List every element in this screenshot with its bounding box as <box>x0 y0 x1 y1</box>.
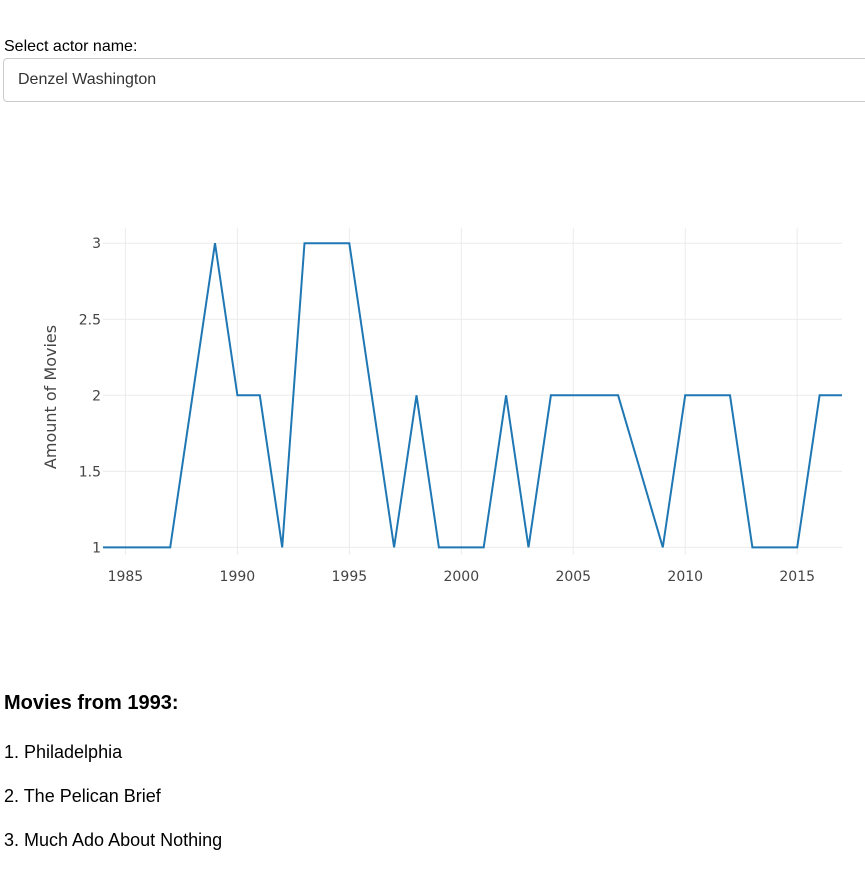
actor-select-label: Select actor name: <box>4 38 138 55</box>
x-tick-label: 1990 <box>220 569 256 585</box>
movies-heading: Movies from 1993: <box>4 692 179 714</box>
movie-item: 3. Much Ado About Nothing <box>4 830 223 850</box>
y-tick-labels: 1 1.5 2 2.5 3 <box>79 236 101 556</box>
movies-per-year-chart: 1985 1990 1995 2000 2005 2010 2015 1 1.5 2 2.5 3 A… <box>41 228 842 585</box>
x-tick-label: 2005 <box>555 569 591 585</box>
y-gridlines <box>103 242 842 548</box>
x-tick-label: 2010 <box>667 569 703 585</box>
y-tick-label: 1.5 <box>79 464 101 480</box>
movie-item: 1. Philadelphia <box>4 742 123 762</box>
y-tick-label: 2 <box>92 388 101 404</box>
x-tick-label: 1985 <box>108 569 144 585</box>
y-tick-label: 1 <box>92 540 101 556</box>
x-tick-label: 2015 <box>779 569 815 585</box>
x-tick-label: 1995 <box>332 569 368 585</box>
y-tick-label: 2.5 <box>79 312 101 328</box>
x-gridlines <box>124 228 798 555</box>
x-tick-label: 2000 <box>443 569 479 585</box>
x-tick-labels: 1985 1990 1995 2000 2005 2010 2015 <box>108 569 815 585</box>
series-line <box>103 242 842 549</box>
y-axis-label: Amount of Movies <box>41 325 60 469</box>
movie-item: 2. The Pelican Brief <box>4 786 161 806</box>
movie-list: 1. Philadelphia 2. The Pelican Brief 3. … <box>4 740 222 872</box>
y-tick-label: 3 <box>92 236 101 252</box>
actor-select-input[interactable]: Denzel Washington <box>3 58 865 102</box>
